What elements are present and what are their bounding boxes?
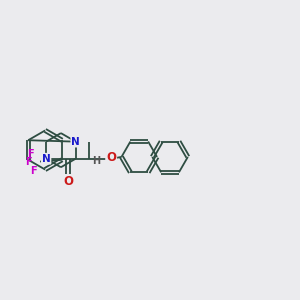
- Text: O: O: [106, 152, 116, 164]
- Text: F: F: [28, 149, 34, 159]
- Text: N: N: [42, 154, 50, 164]
- Text: N: N: [71, 136, 80, 147]
- Text: O: O: [63, 175, 73, 188]
- Text: H: H: [92, 156, 100, 166]
- Text: F: F: [25, 157, 32, 167]
- Text: F: F: [30, 166, 37, 176]
